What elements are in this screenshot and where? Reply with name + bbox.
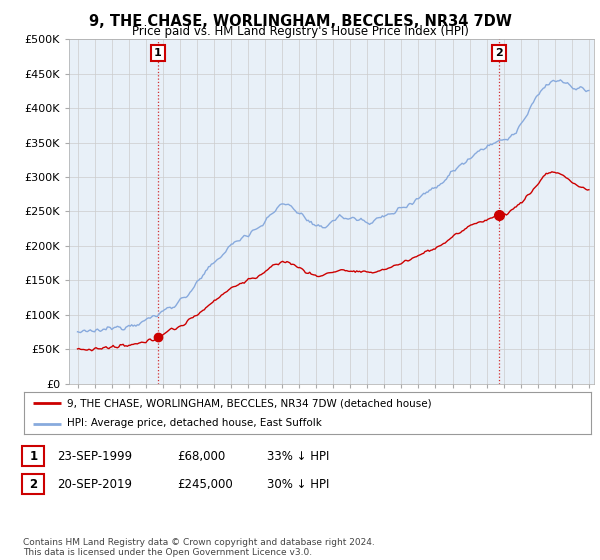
Text: Contains HM Land Registry data © Crown copyright and database right 2024.
This d: Contains HM Land Registry data © Crown c… <box>23 538 374 557</box>
Text: Price paid vs. HM Land Registry's House Price Index (HPI): Price paid vs. HM Land Registry's House … <box>131 25 469 38</box>
Text: 1: 1 <box>154 48 162 58</box>
Text: £68,000: £68,000 <box>177 450 225 463</box>
Text: 33% ↓ HPI: 33% ↓ HPI <box>267 450 329 463</box>
Text: HPI: Average price, detached house, East Suffolk: HPI: Average price, detached house, East… <box>67 418 322 428</box>
Text: 9, THE CHASE, WORLINGHAM, BECCLES, NR34 7DW (detached house): 9, THE CHASE, WORLINGHAM, BECCLES, NR34 … <box>67 398 431 408</box>
Text: 9, THE CHASE, WORLINGHAM, BECCLES, NR34 7DW: 9, THE CHASE, WORLINGHAM, BECCLES, NR34 … <box>89 14 511 29</box>
Text: 2: 2 <box>29 478 37 491</box>
Text: 20-SEP-2019: 20-SEP-2019 <box>57 478 132 491</box>
Text: 1: 1 <box>29 450 37 463</box>
Text: 2: 2 <box>495 48 503 58</box>
Text: 23-SEP-1999: 23-SEP-1999 <box>57 450 132 463</box>
Text: 30% ↓ HPI: 30% ↓ HPI <box>267 478 329 491</box>
Text: £245,000: £245,000 <box>177 478 233 491</box>
